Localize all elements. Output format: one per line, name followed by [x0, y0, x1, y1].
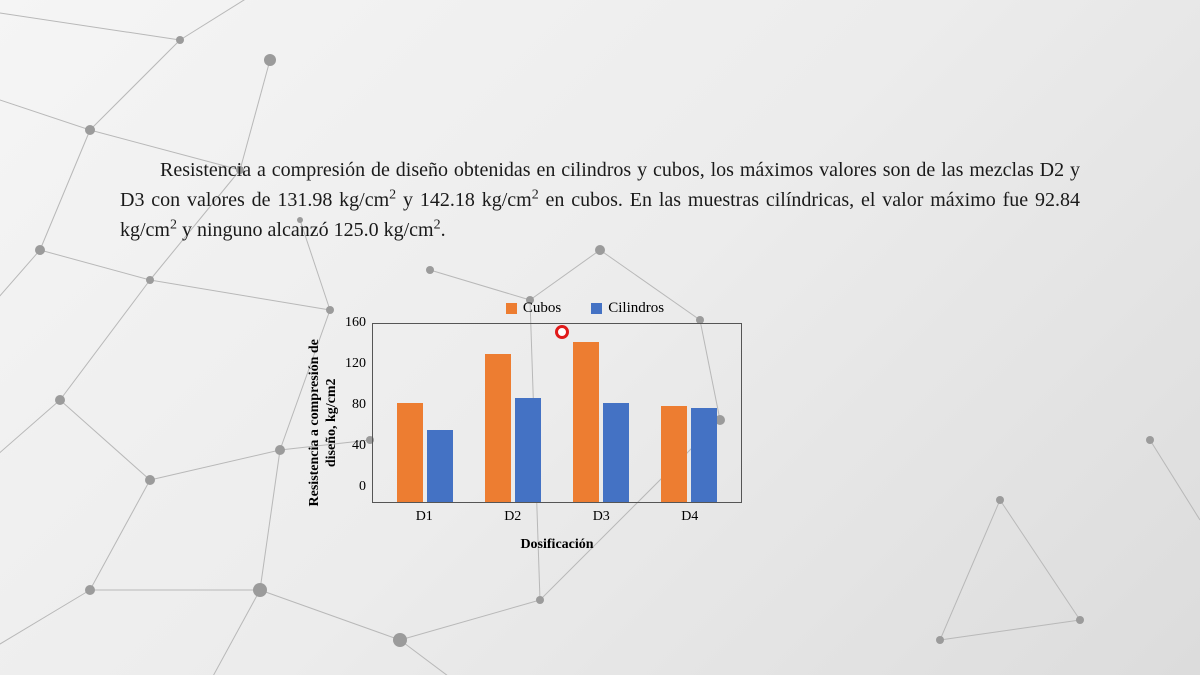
bar-cilindros — [515, 398, 541, 502]
superscript: 2 — [532, 187, 539, 202]
x-tick: D1 — [389, 509, 459, 525]
y-axis-label-wrap: Resistencia a compresión de diseño, kg/c… — [310, 323, 338, 523]
bar-group — [390, 403, 460, 502]
swatch-cubos — [506, 303, 517, 314]
y-tick: 160 — [345, 315, 366, 331]
x-tick: D2 — [478, 509, 548, 525]
swatch-cilindros — [591, 303, 602, 314]
laser-pointer-marker — [555, 325, 569, 339]
para-seg-2: y 142.18 kg/cm — [396, 189, 532, 211]
body-paragraph: Resistencia a compresión de diseño obten… — [120, 155, 1080, 245]
bars-container — [373, 324, 741, 502]
bar-group — [566, 342, 636, 502]
bar-cilindros — [603, 403, 629, 502]
legend-item-cubos: Cubos — [506, 300, 561, 317]
para-seg-5: . — [441, 219, 446, 241]
y-axis-label-line1: Resistencia a compresión de — [307, 339, 322, 506]
y-tick: 120 — [345, 356, 366, 372]
x-tick: D3 — [566, 509, 636, 525]
bar-cubos — [661, 406, 687, 502]
para-seg-4: y ninguno alcanzó 125.0 kg/cm — [177, 219, 434, 241]
plot-area — [372, 323, 742, 503]
bar-group — [654, 406, 724, 502]
chart-legend: Cubos Cilindros — [380, 300, 790, 317]
y-axis-label-line2: diseño, kg/cm2 — [324, 379, 339, 468]
bar-cilindros — [427, 430, 453, 502]
y-axis-label: Resistencia a compresión de diseño, kg/c… — [307, 339, 341, 506]
x-tick: D4 — [655, 509, 725, 525]
bar-chart: Cubos Cilindros Resistencia a compresión… — [310, 300, 790, 553]
bar-cubos — [573, 342, 599, 502]
y-tick: 80 — [352, 397, 366, 413]
x-axis-label: Dosificación — [372, 537, 742, 553]
legend-label-cubos: Cubos — [523, 300, 561, 317]
y-tick: 0 — [359, 479, 366, 495]
superscript: 2 — [170, 217, 177, 232]
x-axis-ticks: D1 D2 D3 D4 — [372, 503, 742, 525]
bar-group — [478, 354, 548, 502]
bar-cubos — [485, 354, 511, 502]
legend-item-cilindros: Cilindros — [591, 300, 664, 317]
superscript: 2 — [434, 217, 441, 232]
y-axis-ticks: 160 120 80 40 0 — [338, 315, 372, 495]
bar-cilindros — [691, 408, 717, 503]
legend-label-cilindros: Cilindros — [608, 300, 664, 317]
y-tick: 40 — [352, 438, 366, 454]
bar-cubos — [397, 403, 423, 502]
